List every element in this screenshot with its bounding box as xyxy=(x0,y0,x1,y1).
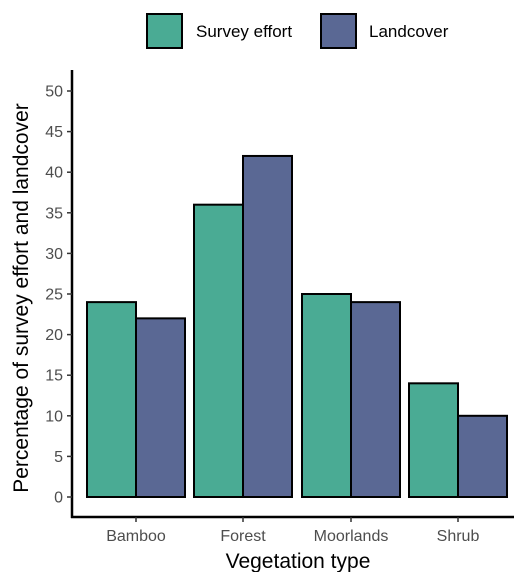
y-tick-label: 25 xyxy=(45,287,63,304)
bar-survey-effort-moorlands xyxy=(301,293,352,498)
y-axis-title: Percentage of survey effort and landcove… xyxy=(10,103,33,493)
y-tick-label: 40 xyxy=(45,165,63,182)
x-tick-label-forest: Forest xyxy=(220,528,266,545)
legend: Survey effort Landcover xyxy=(146,13,449,49)
bar-landcover-forest xyxy=(242,154,293,499)
y-tick-label: 20 xyxy=(45,327,63,344)
y-tick-label: 5 xyxy=(54,449,63,466)
bar-survey-effort-shrub xyxy=(408,382,459,499)
y-tick-label: 0 xyxy=(54,490,63,507)
bar-survey-effort-forest xyxy=(193,203,244,498)
y-tick-label: 45 xyxy=(45,124,63,141)
legend-label-survey-effort: Survey effort xyxy=(196,22,292,41)
y-tick-label: 35 xyxy=(45,205,63,222)
y-tick-label: 50 xyxy=(45,84,63,101)
legend-swatch-landcover xyxy=(320,13,357,49)
legend-label-landcover: Landcover xyxy=(369,22,449,41)
x-axis-title: Vegetation type xyxy=(226,550,371,572)
bar-landcover-shrub xyxy=(457,414,508,498)
y-tick-label: 15 xyxy=(45,368,63,385)
bars xyxy=(86,154,508,499)
y-tick-label: 30 xyxy=(45,246,63,263)
legend-swatch-survey-effort xyxy=(146,13,183,49)
y-tick-label: 10 xyxy=(45,408,63,425)
bar-survey-effort-bamboo xyxy=(86,301,137,498)
bar-landcover-moorlands xyxy=(350,301,401,498)
bar-landcover-bamboo xyxy=(135,317,186,498)
x-axis: Bamboo Forest Moorlands Shrub xyxy=(71,515,514,545)
y-axis: 0 5 10 15 20 25 30 35 40 45 50 xyxy=(45,70,74,518)
x-tick-label-bamboo: Bamboo xyxy=(106,528,166,545)
x-tick-label-moorlands: Moorlands xyxy=(314,528,389,545)
x-tick-label-shrub: Shrub xyxy=(437,528,480,545)
